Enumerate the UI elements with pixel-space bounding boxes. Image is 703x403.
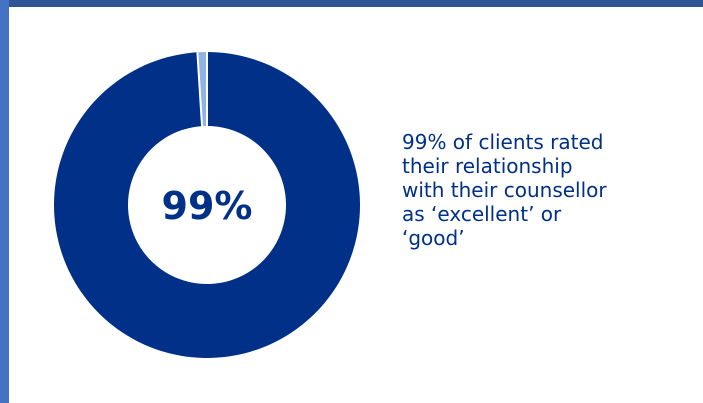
donut-slice-2 — [197, 52, 207, 127]
donut-slice-1 — [53, 52, 361, 359]
caption-line-1: 99% of clients rated — [402, 130, 604, 154]
caption-line-2: their relationship — [402, 154, 573, 178]
chart-caption: 99% of clients rated their relationship … — [402, 130, 672, 250]
left-border-bar — [0, 0, 9, 403]
slice-divider-2 — [196, 52, 204, 127]
caption-line-3: with their counsellor — [402, 178, 607, 202]
donut-center-label: 99% — [161, 184, 253, 228]
caption-line-4: as ‘excellent’ or — [402, 202, 562, 226]
caption-line-5: ‘good’ — [402, 226, 465, 250]
top-border-bar — [0, 0, 703, 7]
